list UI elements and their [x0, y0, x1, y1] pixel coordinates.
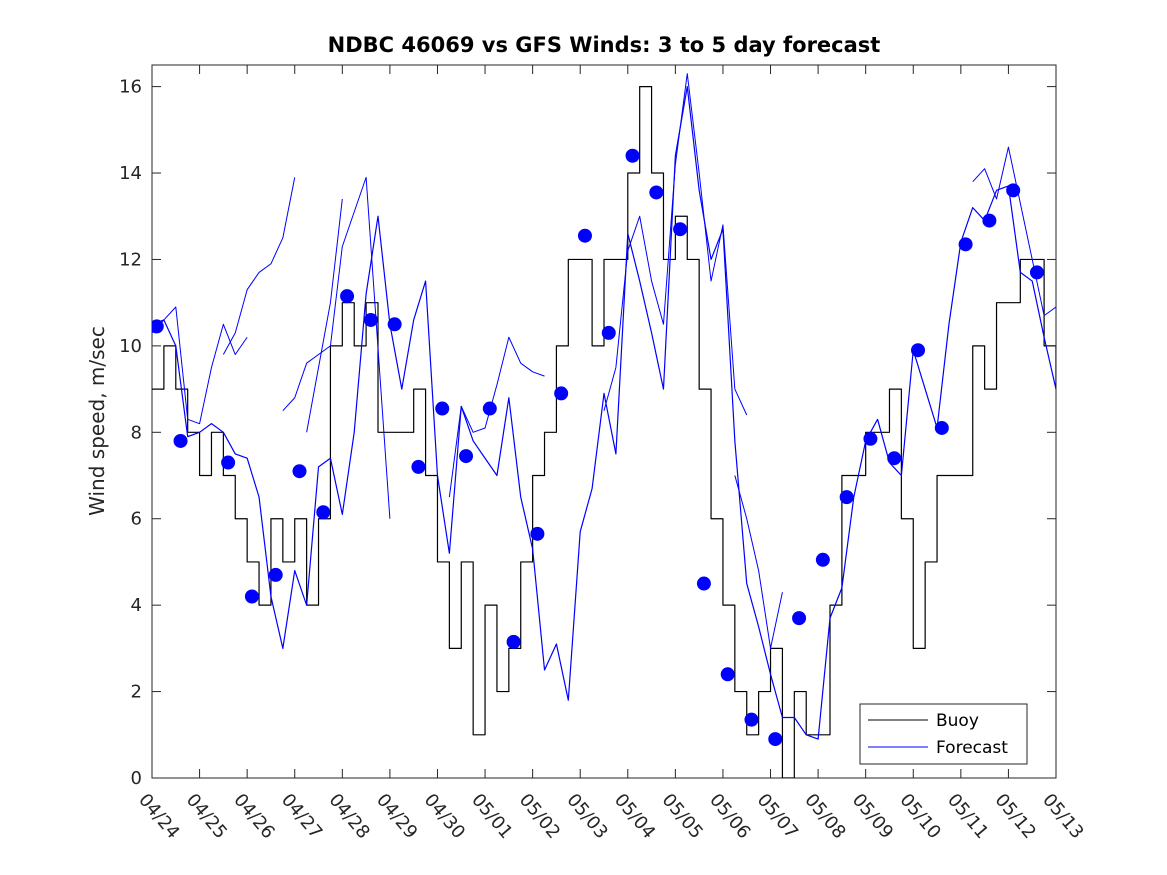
forecast-marker: [768, 732, 783, 747]
forecast-line-9: [972, 146, 1056, 317]
forecast-marker: [292, 464, 307, 479]
forecast-marker: [577, 228, 592, 243]
forecast-marker: [958, 237, 973, 252]
forecast-marker: [815, 552, 830, 567]
y-axis-label: Wind speed, m/sec: [85, 326, 109, 516]
forecast-line-8: [603, 73, 748, 416]
forecast-marker: [411, 459, 426, 474]
forecast-marker: [221, 455, 236, 470]
chart-title: NDBC 46069 vs GFS Winds: 3 to 5 day fore…: [328, 33, 881, 57]
forecast-marker: [482, 401, 497, 416]
forecast-marker: [887, 451, 902, 466]
buoy-line: [152, 86, 1056, 778]
forecast-line-2: [152, 306, 248, 425]
forecast-marker: [387, 317, 402, 332]
forecast-marker: [673, 222, 688, 237]
forecast-line-5: [306, 198, 343, 433]
forecast-marker: [363, 312, 378, 327]
forecast-line-4: [282, 176, 391, 519]
forecast-marker: [459, 449, 474, 464]
forecast-marker: [506, 634, 521, 649]
forecast-marker: [1029, 265, 1044, 280]
y-tick-label: 16: [119, 77, 142, 98]
forecast-marker: [625, 148, 640, 163]
legend-buoy-label: Buoy: [936, 711, 979, 731]
plot-clip-group: [152, 73, 1056, 778]
forecast-marker: [649, 185, 664, 200]
forecast-marker: [601, 325, 616, 340]
forecast-marker: [554, 386, 569, 401]
y-tick-label: 12: [119, 249, 142, 270]
forecast-marker: [934, 420, 949, 435]
y-tick-label: 2: [131, 682, 142, 703]
forecast-marker: [244, 589, 259, 604]
y-tick-label: 14: [119, 163, 142, 184]
y-tick-label: 6: [131, 509, 142, 530]
plot-area: [151, 64, 1057, 779]
y-tick-label: 8: [131, 422, 142, 443]
forecast-marker: [982, 213, 997, 228]
forecast-marker: [720, 667, 735, 682]
y-tick-label: 10: [119, 336, 142, 357]
forecast-marker: [792, 611, 807, 626]
legend-forecast-label: Forecast: [936, 738, 1008, 758]
forecast-marker: [530, 526, 545, 541]
y-axis: 0 2 4 6 8 10 12 14 16: [119, 77, 1056, 789]
y-tick-label: 0: [131, 768, 142, 789]
forecast-marker: [340, 289, 355, 304]
forecast-marker: [744, 712, 759, 727]
forecast-marker: [911, 343, 926, 358]
forecast-line-3: [222, 177, 296, 355]
forecast-marker: [173, 433, 188, 448]
forecast-marker: [268, 567, 283, 582]
forecast-line-1: [152, 86, 1056, 740]
forecast-marker: [839, 490, 854, 505]
forecast-line-6: [448, 336, 545, 498]
plot-series: [152, 73, 1056, 778]
y-tick-label: 4: [131, 595, 142, 616]
forecast-marker: [435, 401, 450, 416]
forecast-marker: [696, 576, 711, 591]
legend-box: [859, 703, 1028, 765]
legend: Buoy Forecast: [859, 703, 1028, 765]
forecast-marker: [1006, 183, 1021, 198]
forecast-marker: [316, 505, 331, 520]
forecast-marker: [152, 319, 164, 334]
forecast-marker: [863, 431, 878, 446]
forecast-line-7: [734, 475, 783, 649]
